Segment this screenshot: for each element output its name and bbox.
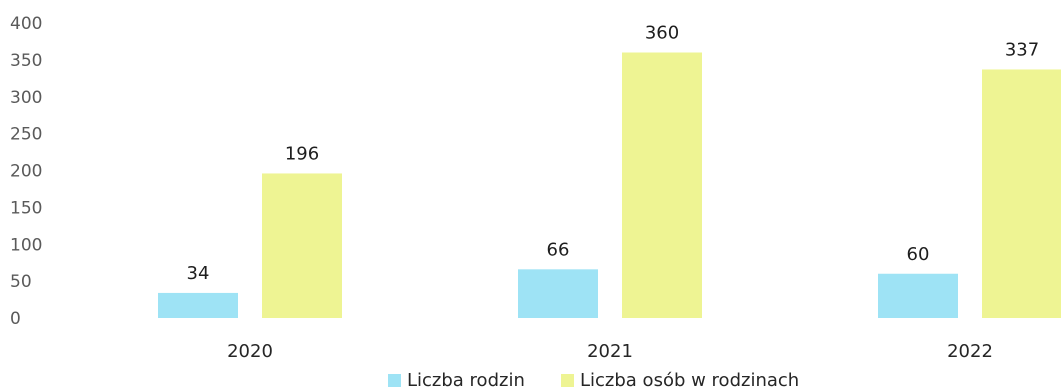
bar-liczba-osob-2020 (262, 173, 342, 318)
y-tick-label: 50 (10, 272, 32, 292)
bar-liczba-rodzin-2020 (158, 292, 238, 318)
data-label: 337 (1005, 39, 1039, 60)
y-tick-label: 150 (10, 198, 42, 218)
x-category-label: 2022 (947, 341, 993, 362)
y-tick-label: 350 (10, 51, 42, 71)
bar-liczba-osob-2022 (982, 69, 1061, 319)
legend-label: Liczba osób w rodzinach (580, 370, 799, 388)
x-axis: 2020 2021 2022 (227, 341, 993, 362)
y-tick-label: 100 (10, 235, 42, 255)
x-category-label: 2021 (587, 341, 633, 362)
y-tick-label: 300 (10, 88, 42, 108)
bar-liczba-rodzin-2021 (518, 269, 598, 318)
y-tick-label: 0 (10, 309, 21, 329)
y-tick-label: 200 (10, 162, 42, 182)
y-tick-label: 400 (10, 14, 42, 34)
x-category-label: 2020 (227, 341, 273, 362)
data-label: 196 (285, 143, 319, 164)
y-tick-label: 250 (10, 125, 42, 145)
data-label: 66 (547, 239, 570, 260)
data-label: 360 (645, 23, 679, 44)
legend: Liczba rodzin Liczba osób w rodzinach (388, 370, 799, 388)
y-axis: 0 50 100 150 200 250 300 350 400 (10, 14, 42, 329)
data-label: 60 (907, 244, 930, 265)
bar-liczba-rodzin-2022 (878, 273, 958, 318)
legend-swatch (561, 374, 574, 387)
data-label: 34 (187, 263, 210, 284)
bar-liczba-osob-2021 (622, 52, 702, 318)
bars (158, 52, 1061, 319)
data-labels: 34 196 66 360 60 337 (187, 23, 1040, 284)
legend-swatch (388, 374, 401, 387)
legend-label: Liczba rodzin (407, 370, 525, 388)
